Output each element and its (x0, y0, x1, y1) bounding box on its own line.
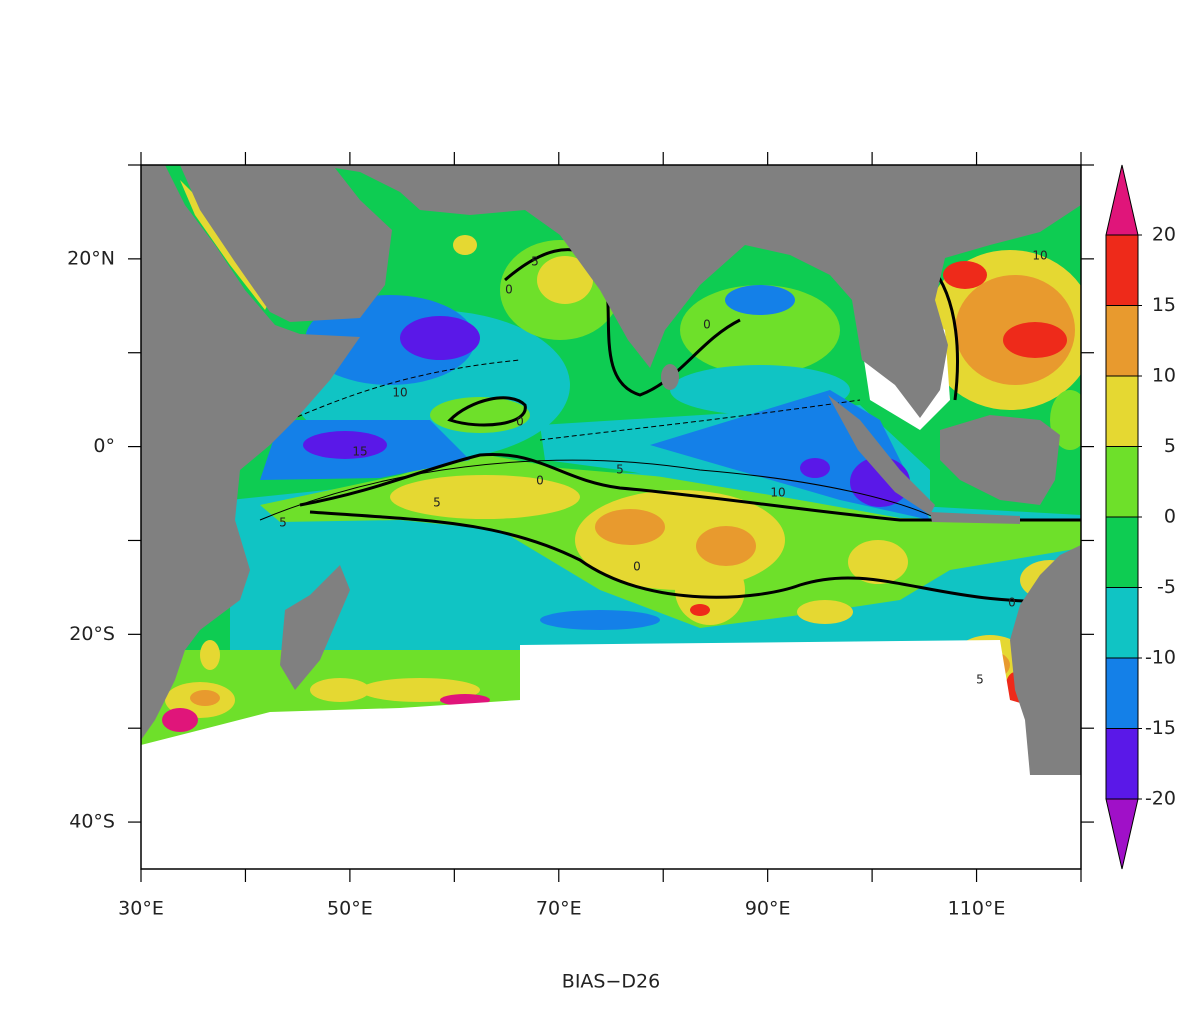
y-tick-label: 0° (93, 435, 115, 457)
contour-line (309, 510, 1081, 603)
contour-label: 0 (633, 560, 641, 574)
contour-label: 10 (392, 386, 407, 400)
contour-label: 0 (536, 474, 544, 488)
contour-label: 15 (352, 445, 367, 459)
land (930, 512, 1020, 524)
field-region (943, 261, 987, 289)
contour-label: 5 (279, 516, 287, 530)
contour-label: 5 (976, 673, 984, 687)
map-title: BIAS−D26 (562, 971, 660, 993)
colorbar-segment (1105, 375, 1139, 447)
x-tick-label: 70°E (536, 898, 582, 920)
field-region (200, 640, 220, 670)
land (141, 165, 360, 740)
y-tick-label: 20°S (69, 623, 115, 645)
contour-line (539, 399, 861, 441)
x-tick-label: 110°E (948, 898, 1006, 920)
field-region (453, 235, 477, 255)
contour-line (447, 396, 527, 427)
land (1010, 545, 1081, 775)
contour-line (259, 459, 941, 521)
land (280, 565, 350, 690)
colorbar-label: -5 (1157, 576, 1176, 598)
contour-label: 0 (1008, 596, 1016, 610)
field-region (797, 600, 853, 624)
contour-label: 10 (770, 486, 785, 500)
field-region (390, 475, 580, 519)
colorbar-extension (1105, 798, 1139, 870)
contour-label: 5 (433, 496, 441, 510)
field-region (690, 604, 710, 616)
contour-line (289, 359, 521, 421)
colorbar-segment (1105, 446, 1139, 518)
colorbar-label: 20 (1152, 224, 1176, 246)
colorbar-label: -10 (1145, 647, 1176, 669)
colorbar-segment (1105, 305, 1139, 377)
colorbar-label: 0 (1164, 506, 1176, 528)
contour-label: 5 (531, 255, 539, 269)
field-region (537, 256, 593, 304)
colorbar-label: 15 (1152, 294, 1176, 316)
x-tick-label: 30°E (118, 898, 164, 920)
field-region (800, 458, 830, 478)
y-tick-label: 20°N (67, 247, 115, 269)
land (828, 395, 935, 515)
field-region (400, 316, 480, 360)
y-tick-label: 40°S (69, 811, 115, 833)
contour-line (504, 248, 741, 397)
field-region (1003, 322, 1067, 358)
no-data (141, 640, 1081, 869)
field-region (725, 285, 795, 315)
contour-label: 0 (703, 318, 711, 332)
field-region (303, 431, 387, 459)
colorbar-segment (1105, 516, 1139, 588)
colorbar-label: -20 (1145, 788, 1176, 810)
colorbar-segment (1105, 657, 1139, 729)
contour-label: 10 (1032, 249, 1047, 263)
contour-line (299, 452, 1081, 522)
field-region (540, 610, 660, 630)
land (661, 364, 679, 390)
contour-label: 5 (616, 463, 624, 477)
field-region (595, 509, 665, 545)
field-region (675, 555, 745, 625)
field-region (696, 526, 756, 566)
land (180, 165, 1081, 418)
plot-frame (140, 164, 1082, 870)
map-field (141, 165, 1081, 869)
colorbar-segment (1105, 587, 1139, 659)
colorbar-label: -15 (1145, 717, 1176, 739)
field-region (310, 678, 370, 702)
contour-label: 0 (516, 415, 524, 429)
colorbar-segment (1105, 728, 1139, 800)
x-tick-label: 50°E (327, 898, 373, 920)
x-tick-label: 90°E (745, 898, 791, 920)
field-region (848, 540, 908, 584)
field-region (680, 285, 840, 375)
colorbar-label: 10 (1152, 365, 1176, 387)
field-region (162, 708, 198, 732)
land (940, 415, 1060, 505)
colorbar-label: 5 (1164, 435, 1176, 457)
contour-label: 0 (505, 283, 513, 297)
field-region (190, 690, 220, 706)
colorbar-extension (1105, 164, 1139, 236)
colorbar-segment (1105, 234, 1139, 306)
